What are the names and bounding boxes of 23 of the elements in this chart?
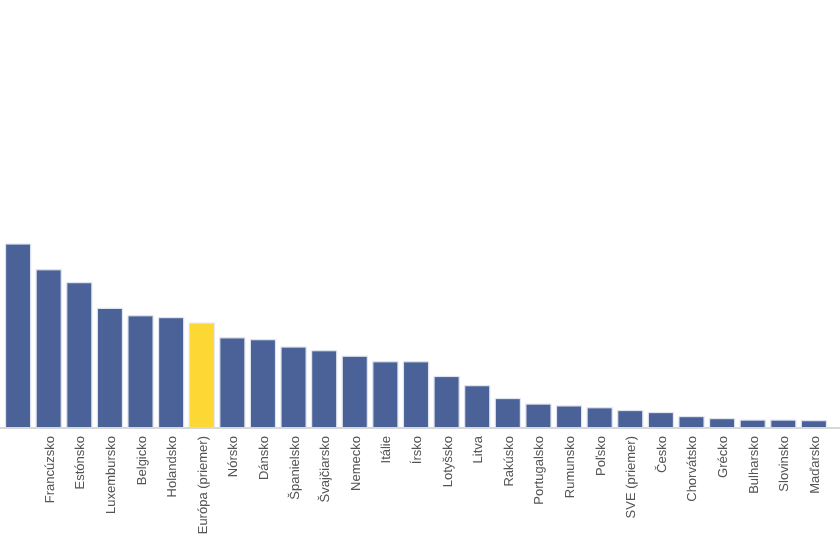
bar (555, 405, 583, 429)
bar (249, 339, 277, 429)
bar (402, 361, 430, 429)
bar (494, 397, 521, 429)
bar (586, 407, 613, 429)
bar (770, 419, 797, 429)
bar (433, 375, 460, 429)
bar (372, 361, 399, 429)
bar (464, 385, 491, 429)
bar (127, 315, 154, 429)
bar (157, 317, 185, 429)
bar (66, 282, 93, 429)
bar (525, 403, 552, 429)
bar (219, 337, 246, 429)
bar (96, 307, 124, 429)
bar (341, 355, 368, 429)
bar (188, 322, 215, 429)
bar (311, 350, 338, 429)
bar (280, 346, 307, 429)
bar (678, 415, 705, 429)
bar (4, 243, 32, 429)
bar (617, 409, 644, 429)
bar (35, 269, 62, 429)
